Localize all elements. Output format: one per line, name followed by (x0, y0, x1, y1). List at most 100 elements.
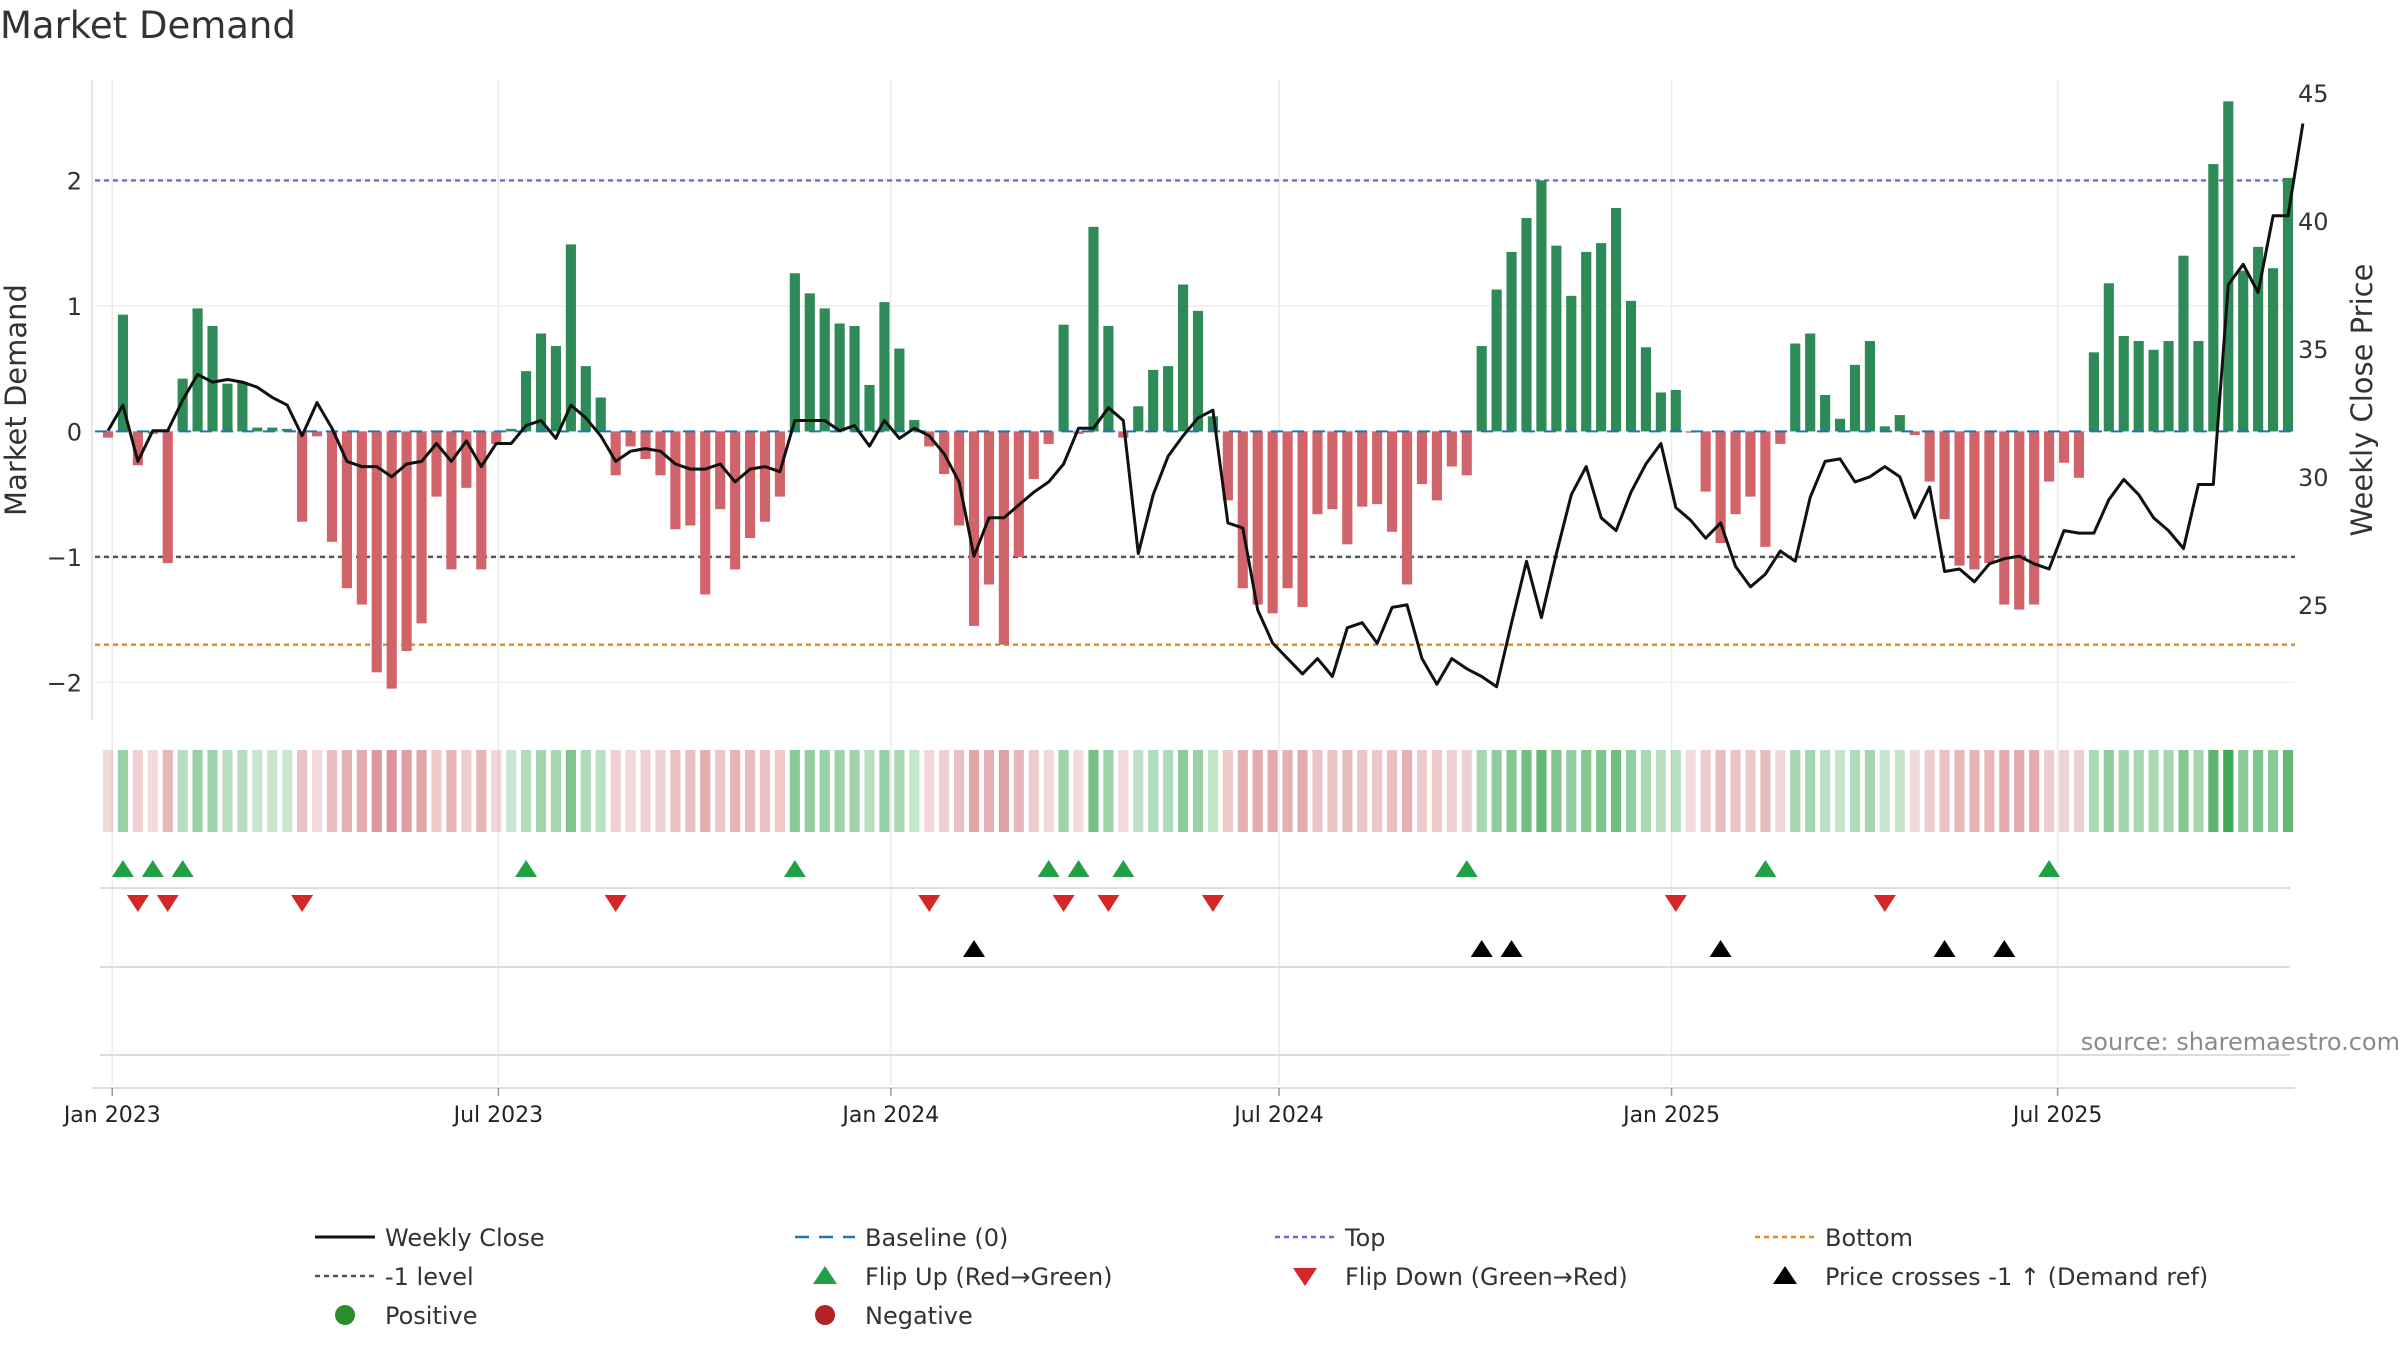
x-tick-label: Jan 2025 (1621, 1103, 1720, 1128)
heat-cell (162, 750, 173, 832)
heat-cell (222, 750, 233, 832)
demand-bar (550, 346, 562, 432)
demand-bar (1133, 406, 1144, 432)
heat-cell (1954, 750, 1965, 832)
heat-cell (1237, 750, 1248, 832)
y2-tick-label: 30 (2298, 464, 2329, 492)
demand-bar (282, 428, 293, 432)
demand-bar (580, 366, 591, 432)
heat-cell (1476, 750, 1487, 832)
heat-cell (1387, 750, 1398, 832)
demand-bar (102, 431, 114, 438)
demand-heat-strip (102, 750, 2294, 832)
demand-bar (1177, 284, 1189, 432)
heat-cell (1909, 750, 1920, 832)
heat-cell (1670, 750, 1681, 832)
demand-bar (117, 314, 129, 432)
heat-cell (237, 750, 248, 832)
heat-cell (431, 750, 442, 832)
heat-cell (1894, 750, 1905, 832)
flip-up-marker (1037, 860, 1060, 877)
heat-cell (1028, 750, 1039, 832)
demand-bar (1625, 300, 1637, 432)
heat-cell (1581, 750, 1592, 832)
heat-cell (1163, 750, 1174, 832)
heat-cell (267, 750, 278, 832)
heat-cell (789, 750, 800, 832)
heat-cell (2118, 750, 2129, 832)
demand-bar (1282, 431, 1293, 589)
demand-bar (311, 431, 323, 437)
demand-bar (2014, 431, 2025, 610)
heat-cell (1297, 750, 1308, 832)
demand-bar (2148, 349, 2159, 432)
heat-cell (2029, 750, 2040, 832)
demand-bar (297, 431, 308, 522)
demand-bar (2193, 341, 2204, 432)
heat-cell (1969, 750, 1980, 832)
y2-tick-label: 35 (2298, 336, 2329, 364)
demand-bar (2208, 164, 2219, 432)
demand-bar (1775, 431, 1786, 444)
demand-bar (774, 431, 785, 497)
flip-down-marker (156, 895, 179, 912)
legend-label: Bottom (1825, 1224, 1913, 1252)
demand-bar (894, 348, 905, 432)
demand-bar (610, 431, 621, 476)
demand-bar (1954, 431, 1965, 566)
demand-bar (1536, 180, 1547, 432)
demand-bar (715, 431, 726, 510)
demand-bar (401, 431, 412, 651)
legend-marker (813, 1266, 837, 1284)
demand-bar (1416, 431, 1428, 485)
heat-cell (282, 750, 293, 832)
heat-cell (804, 750, 815, 832)
demand-bar (595, 397, 606, 432)
chart-title: Market Demand (0, 4, 296, 47)
demand-bar (1103, 325, 1114, 432)
demand-bar (2267, 268, 2279, 432)
heat-cell (2178, 750, 2189, 832)
legend-label: Top (1344, 1224, 1386, 1252)
heat-cell (1834, 750, 1846, 832)
heat-cell (491, 750, 502, 832)
heat-cell (1536, 750, 1547, 832)
heat-cell (1924, 750, 1935, 832)
heat-cell (252, 750, 263, 832)
heat-cell (1984, 750, 1995, 832)
price-cross-marker (1933, 940, 1956, 957)
demand-bar (1700, 431, 1711, 492)
y-tick-label: 0 (67, 418, 82, 446)
legend-label: Baseline (0) (865, 1224, 1008, 1252)
legend-item: Top (1275, 1224, 1386, 1252)
heat-cell (715, 750, 726, 832)
price-cross-marker (1709, 940, 1732, 957)
demand-bar (2058, 431, 2070, 463)
demand-bar (1222, 431, 1233, 501)
heat-cell (297, 750, 308, 832)
demand-bar (1655, 392, 1666, 432)
demand-bar (1909, 431, 1920, 436)
flip-up-marker (171, 860, 194, 877)
demand-bar (924, 431, 935, 447)
demand-bar (1387, 431, 1398, 532)
heat-cell (132, 750, 143, 832)
heat-cell (1760, 750, 1771, 832)
demand-bar (1506, 251, 1517, 432)
legend-label: Negative (865, 1302, 973, 1330)
demand-bar (1924, 431, 1935, 482)
heat-cell (207, 750, 218, 832)
heat-cell (1327, 750, 1338, 832)
y-tick-label: −2 (47, 669, 82, 697)
heat-cell (2163, 750, 2174, 832)
demand-bar (1043, 431, 1054, 444)
legend-label: Flip Up (Red→Green) (865, 1263, 1113, 1291)
heat-cell (640, 750, 651, 832)
heat-cell (1461, 750, 1472, 832)
demand-bar (521, 371, 532, 432)
legend-label: Flip Down (Green→Red) (1345, 1263, 1628, 1291)
demand-bar (1148, 369, 1159, 432)
demand-bar (2163, 341, 2174, 432)
demand-bar (2282, 177, 2294, 432)
